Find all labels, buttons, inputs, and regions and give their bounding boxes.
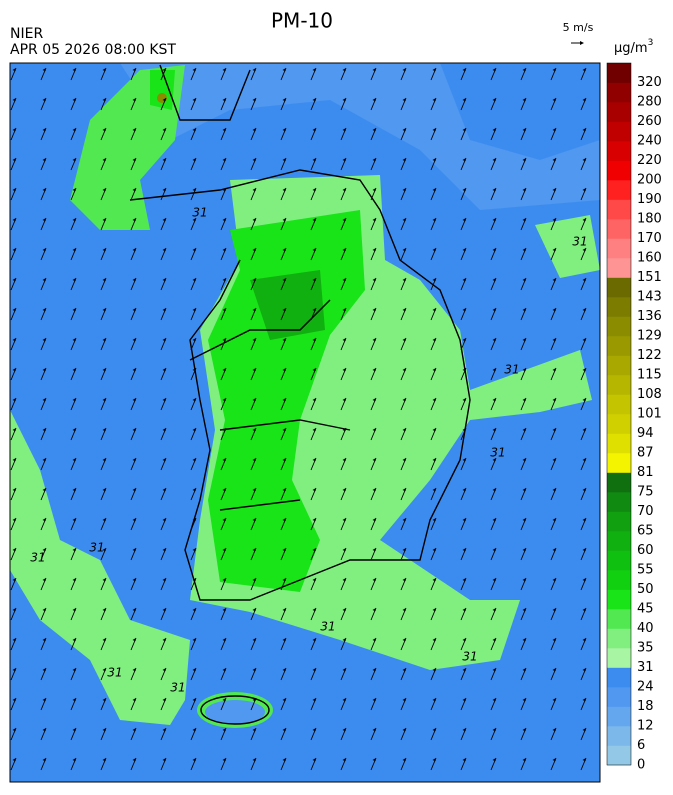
contour-label: 31 [462,650,477,664]
legend-label: 101 [637,407,662,422]
legend-label: 94 [637,426,654,441]
legend-label: 40 [637,621,654,636]
legend-swatch [607,160,631,181]
legend-label: 18 [637,699,654,714]
legend-swatch [607,433,631,454]
contour-label: 31 [490,446,505,460]
legend-swatch [607,726,631,746]
legend-swatch [607,355,631,376]
legend-label: 24 [637,680,654,695]
legend-label: 45 [637,602,654,617]
legend-label: 35 [637,641,654,656]
legend-label: 190 [637,192,662,207]
contour-label: 31 [572,235,587,249]
agency: NIER [10,26,43,42]
legend-label: 55 [637,563,654,578]
contour-label: 31 [89,541,104,555]
unit-exponent: 3 [648,38,654,48]
legend-swatch [607,121,631,142]
legend-label: 70 [637,504,654,519]
contour-label: 31 [320,620,335,634]
legend-swatch [607,550,631,571]
datetime: APR 05 2026 08:00 KST [10,42,176,58]
legend-label: 240 [637,134,662,149]
legend-label: 220 [637,153,662,168]
legend-swatch [607,492,631,512]
legend-swatch [607,277,631,298]
legend-swatch [607,531,631,551]
legend-swatch [607,238,631,259]
legend: 0 6 12 18 24 31 35 40 45 50 55 60 65 70 75 81 87 94 101 108… [606,62,662,773]
legend-label: 151 [637,270,662,285]
legend-swatch [607,297,631,317]
legend-label: 12 [637,719,654,734]
legend-swatch [607,589,631,610]
legend-swatch [607,511,631,532]
legend-swatch [607,706,631,727]
legend-frame [606,62,632,766]
legend-swatch [607,394,631,415]
legend-label: 200 [637,173,662,188]
contour-label: 31 [504,363,519,377]
legend-label: 143 [637,290,662,305]
legend-swatch [607,102,631,122]
legend-label: 115 [637,368,662,383]
legend-swatch [607,414,631,434]
legend-swatch [607,82,631,103]
map [10,63,600,782]
legend-label: 136 [637,309,662,324]
legend-label: 180 [637,212,662,227]
legend-swatch [607,63,631,83]
legend-swatch [607,316,631,337]
legend-swatch [607,628,631,649]
legend-label: 0 [637,758,645,773]
legend-label: 60 [637,543,654,558]
legend-label: 122 [637,348,662,363]
legend-swatch [607,141,631,161]
legend-swatch [607,375,631,395]
wind-scale-arrow [571,41,584,45]
legend-swatch [607,648,631,668]
legend-swatch [607,219,631,239]
map-title: PM-10 [271,9,333,33]
legend-label: 75 [637,485,654,500]
contour-label: 31 [192,206,207,220]
legend-swatch [607,180,631,200]
map-frame [9,62,601,783]
legend-unit: µg/m3 [614,38,653,56]
legend-label: 65 [637,524,654,539]
legend-swatch [607,472,631,493]
legend-swatch [607,570,631,590]
legend-label: 108 [637,387,662,402]
legend-label: 6 [637,738,645,753]
legend-swatch [607,336,631,356]
legend-label: 31 [637,660,654,675]
legend-swatch [607,745,631,766]
legend-label: 81 [637,465,654,480]
legend-swatch [607,687,631,707]
legend-swatch [607,258,631,278]
legend-label: 260 [637,114,662,129]
legend-swatch [607,453,631,473]
wind-scale: 5 m/s [563,21,594,34]
legend-label: 170 [637,231,662,246]
contour-labels: 31 31 31 31 31 31 31 31 31 31 [30,206,587,695]
legend-label: 87 [637,446,654,461]
legend-label: 129 [637,329,662,344]
legend-label: 50 [637,582,654,597]
legend-label: 160 [637,251,662,266]
legend-label: 280 [637,95,662,110]
legend-swatch [607,609,631,629]
contour-label: 31 [170,681,185,695]
unit-base: µg/m [614,41,648,56]
legend-swatch [607,199,631,220]
legend-swatch [607,667,631,688]
contour-label: 31 [30,551,45,565]
contour-label: 31 [107,666,122,680]
legend-label: 320 [637,75,662,90]
